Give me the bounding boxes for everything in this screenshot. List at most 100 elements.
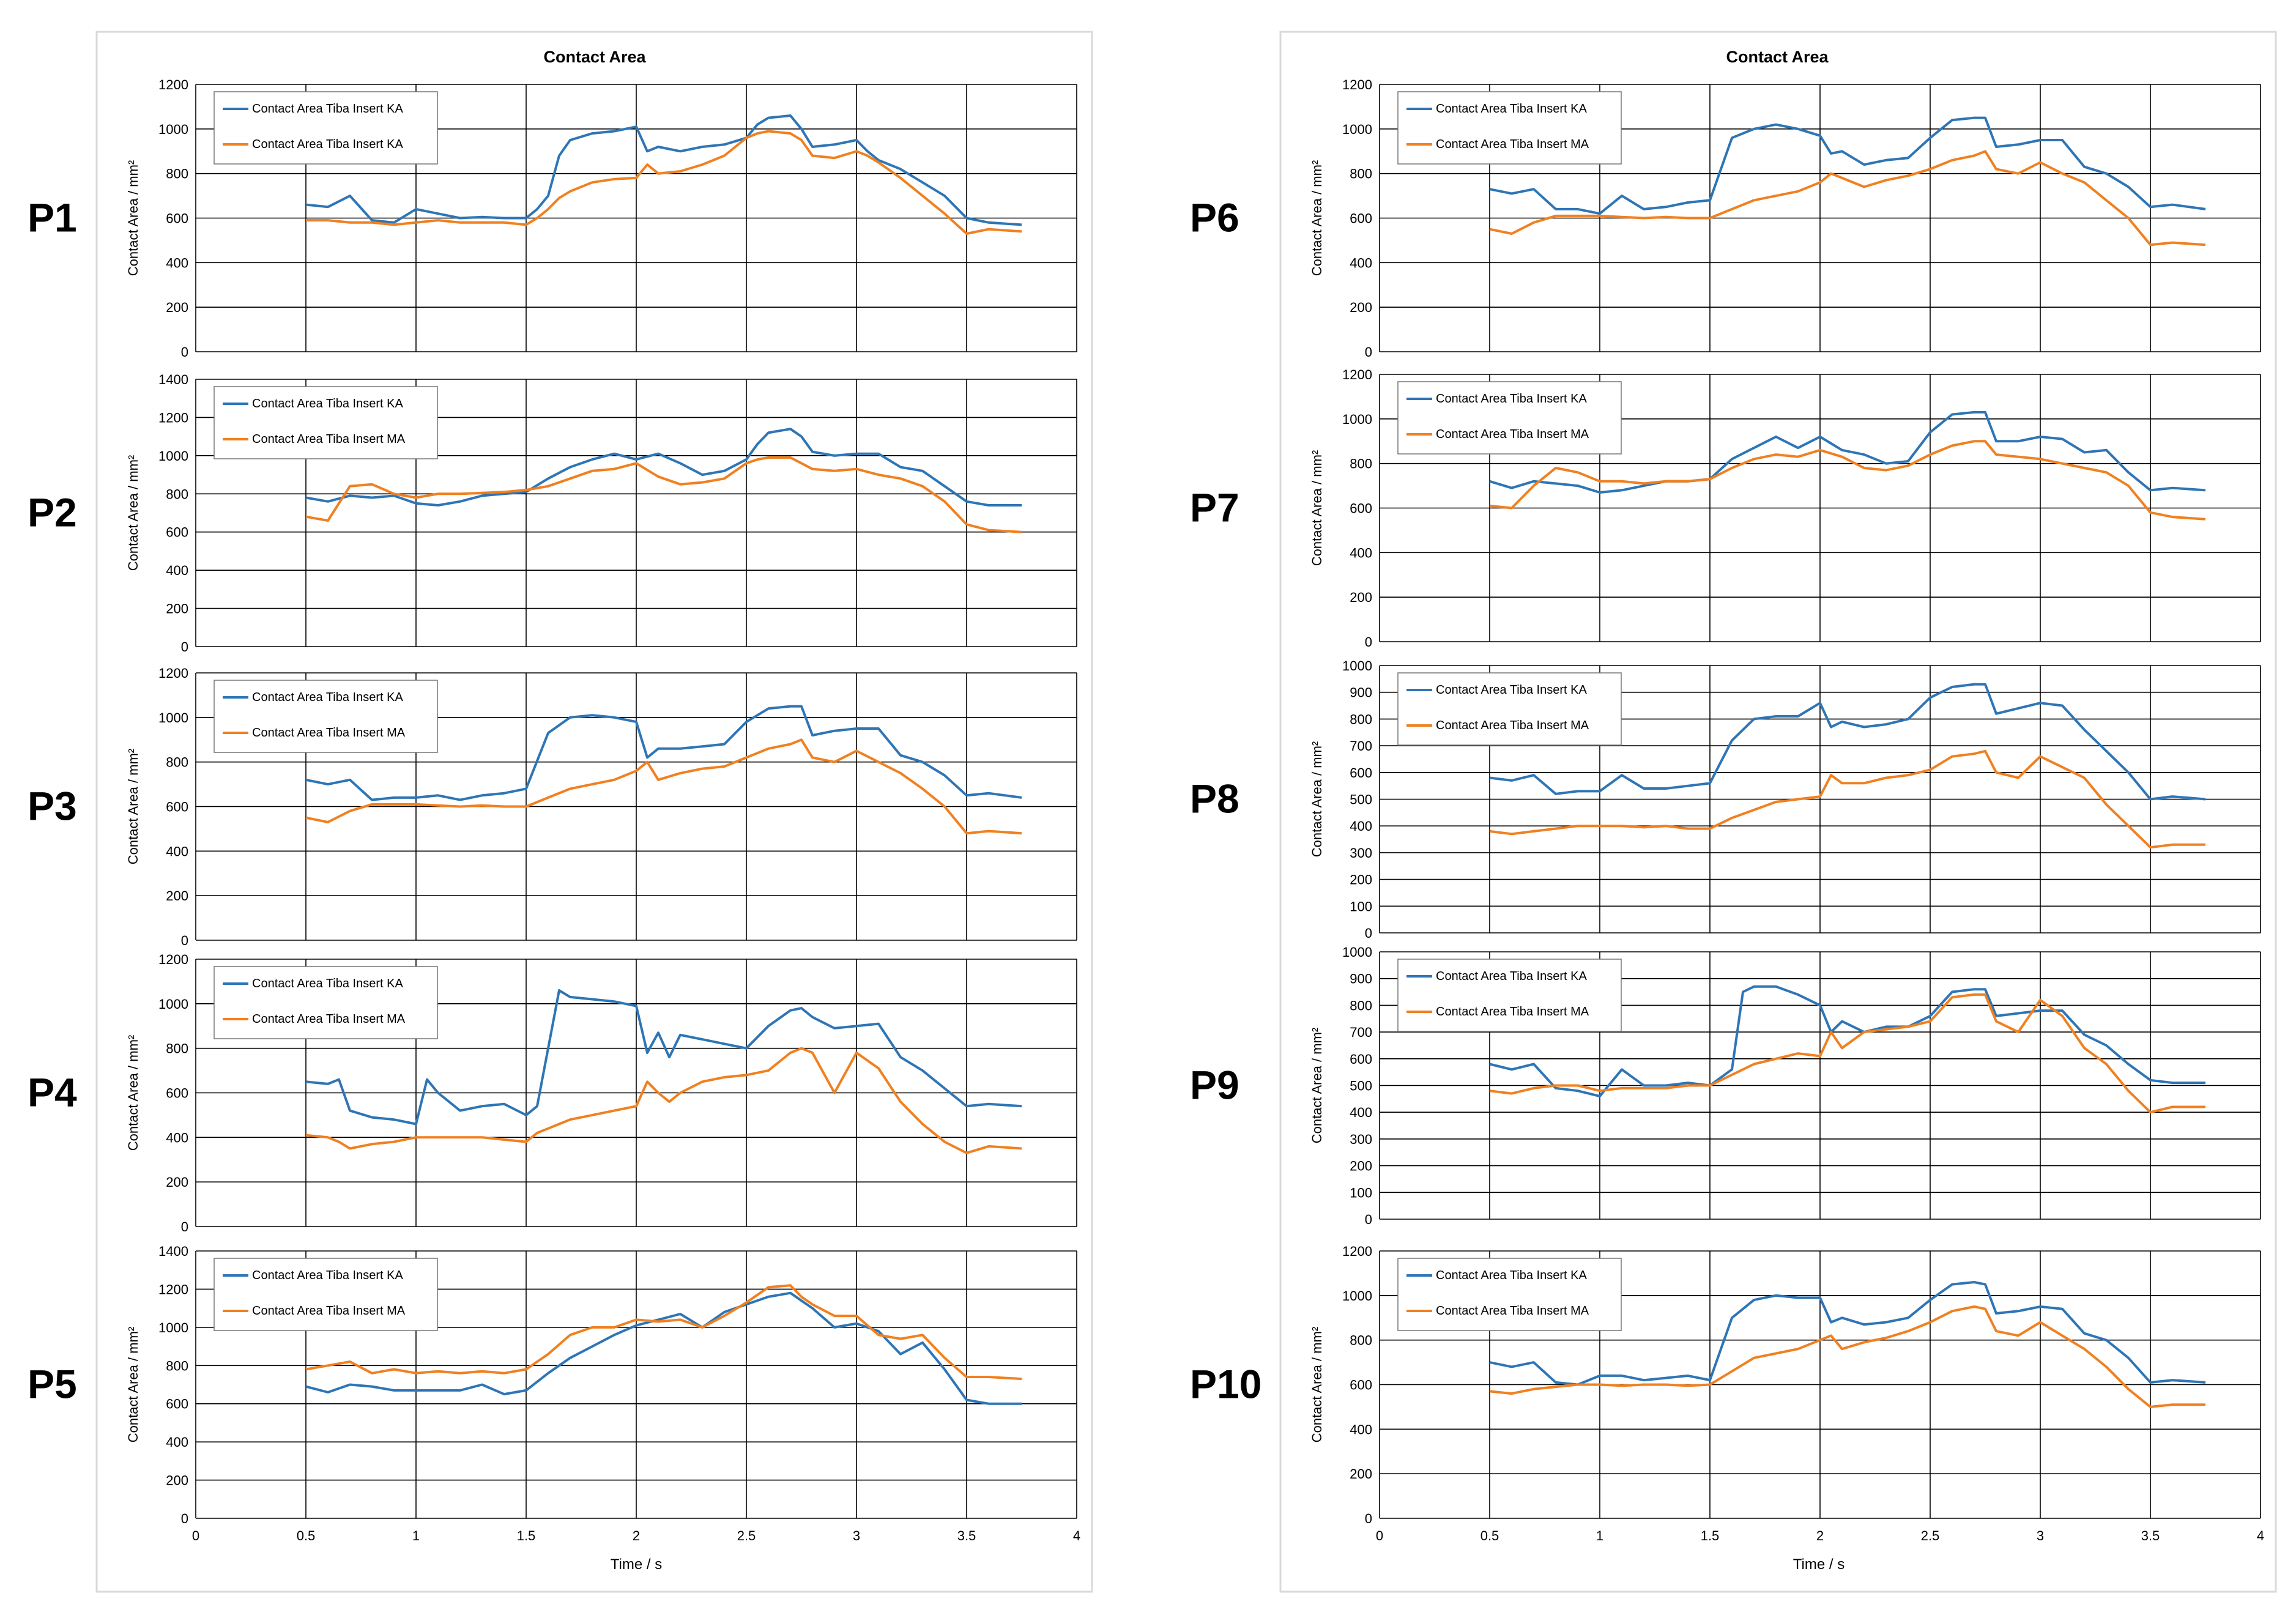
series-line-ma	[306, 130, 1022, 235]
series-line-ma	[1489, 993, 2205, 1114]
legend-label: Contact Area Tiba Insert KA	[252, 397, 403, 410]
y-tick-label: 0	[181, 933, 188, 948]
y-tick-label: 1200	[158, 410, 188, 425]
chart-P7: P7 0 200 400 600 800 1000 1200 Contact Area / mm…	[1190, 367, 2261, 650]
x-tick-label: 3	[853, 1528, 860, 1543]
y-tick-label: 1400	[158, 372, 188, 387]
x-tick-label: 0.5	[1481, 1528, 1499, 1543]
y-tick-label: 0	[181, 1219, 188, 1234]
legend-box	[214, 1258, 438, 1331]
y-axis-label: Contact Area / mm²	[1309, 741, 1324, 858]
x-tick-label: 0	[192, 1528, 199, 1543]
y-tick-label: 200	[166, 888, 188, 904]
y-tick-label: 500	[1350, 1078, 1372, 1094]
panel-label-P1: P1	[28, 195, 77, 240]
legend-label: Contact Area Tiba Insert KA	[252, 691, 403, 704]
y-tick-label: 1000	[158, 122, 188, 137]
y-tick-label: 800	[166, 1358, 188, 1373]
y-tick-label: 1000	[158, 1320, 188, 1335]
y-tick-label: 1400	[158, 1244, 188, 1259]
panel-label-P9: P9	[1190, 1063, 1239, 1108]
legend-box	[1397, 91, 1622, 165]
series-line-ma	[305, 738, 1022, 835]
legend-box	[1397, 1258, 1622, 1331]
legend-label: Contact Area Tiba Insert MA	[1436, 428, 1589, 441]
series-line-ka	[305, 114, 1022, 226]
y-tick-label: 1000	[1342, 122, 1372, 137]
y-tick-label: 0	[181, 1511, 188, 1526]
x-axis-label-right: Time / s	[1793, 1556, 1845, 1573]
y-tick-label: 300	[1350, 845, 1372, 861]
y-tick-label: 0	[181, 344, 188, 360]
y-tick-label: 800	[1350, 998, 1372, 1013]
y-tick-label: 600	[1350, 1378, 1372, 1393]
series-line-ka	[305, 705, 1022, 801]
y-tick-label: 100	[1350, 1185, 1372, 1200]
y-tick-label: 900	[1350, 685, 1372, 700]
panel-label-P7: P7	[1190, 485, 1239, 530]
chart-P2: P2 0 200 400 600 800 1000 1200 1400 Contact Area …	[28, 372, 1077, 655]
y-tick-label: 600	[166, 1086, 188, 1101]
y-axis-label: Contact Area / mm²	[125, 455, 141, 571]
x-axis-label-left: Time / s	[611, 1556, 662, 1573]
y-tick-label: 200	[166, 601, 188, 617]
y-tick-label: 1000	[158, 710, 188, 726]
legend-box	[214, 386, 438, 459]
chart-P5: P5 0 200 400 600 800 1000 1200 1400 0 0.5 1 1.5 2 2.5 3…	[28, 1244, 1080, 1543]
y-tick-label: 400	[166, 844, 188, 859]
y-axis-label: Contact Area / mm²	[125, 160, 141, 276]
legend-label: Contact Area Tiba Insert KA	[252, 977, 403, 990]
x-tick-label: 1	[1596, 1528, 1603, 1543]
figure-title-left: Contact Area	[543, 48, 646, 66]
series-line-ka	[1489, 1281, 2206, 1386]
y-tick-label: 400	[166, 563, 188, 578]
y-tick-label: 800	[166, 1041, 188, 1056]
y-tick-label: 200	[1350, 1159, 1372, 1174]
y-tick-label: 800	[166, 166, 188, 182]
legend-label: Contact Area Tiba Insert MA	[1436, 1005, 1589, 1019]
panel-label-P8: P8	[1190, 776, 1239, 822]
y-tick-label: 600	[166, 211, 188, 226]
legend-label: Contact Area Tiba Insert MA	[1436, 1304, 1589, 1318]
y-tick-label: 400	[166, 255, 188, 270]
chart-P3: P3 0 200 400 600 800 1000 1200 Contact Area / mm…	[28, 666, 1077, 948]
legend-box	[1397, 672, 1622, 746]
panel-label-P10: P10	[1190, 1362, 1261, 1407]
legend: Contact Area Tiba Insert KA Contact Area …	[1397, 381, 1622, 455]
x-tick-label: 2	[633, 1528, 640, 1543]
legend: Contact Area Tiba Insert KA Contact Area …	[1397, 91, 1622, 165]
y-tick-label: 1200	[158, 1282, 188, 1297]
y-tick-label: 400	[166, 1130, 188, 1145]
x-tick-label: 1.5	[517, 1528, 536, 1543]
legend-label: Contact Area Tiba Insert MA	[1436, 138, 1589, 151]
legend-label: Contact Area Tiba Insert MA	[252, 1304, 406, 1318]
series-line-ma	[1489, 440, 2206, 521]
y-axis-label: Contact Area / mm²	[1309, 1327, 1324, 1443]
y-tick-label: 1000	[1342, 944, 1372, 960]
series-line-ma	[305, 1047, 1022, 1154]
series-line-ma	[1489, 1305, 2205, 1408]
panel-label-P2: P2	[28, 490, 77, 535]
x-tick-label: 4	[1073, 1528, 1080, 1543]
y-tick-label: 1000	[1342, 658, 1372, 674]
legend: Contact Area Tiba Insert KA Contact Area …	[1397, 672, 1622, 746]
y-tick-label: 1000	[1342, 412, 1372, 427]
y-tick-label: 200	[166, 300, 188, 315]
y-tick-label: 1200	[1342, 1244, 1372, 1259]
panel-label-P5: P5	[28, 1362, 77, 1407]
y-tick-label: 900	[1350, 971, 1372, 987]
y-tick-label: 800	[166, 486, 188, 502]
y-axis-label: Contact Area / mm²	[1309, 1028, 1324, 1144]
series-line-ka	[305, 1291, 1022, 1405]
y-axis-label: Contact Area / mm²	[125, 1327, 141, 1443]
y-axis-label: Contact Area / mm²	[1309, 450, 1324, 566]
y-tick-label: 600	[1350, 211, 1372, 226]
legend: Contact Area Tiba Insert KA Contact Area …	[214, 680, 438, 753]
y-tick-label: 1000	[158, 448, 188, 464]
legend: Contact Area Tiba Insert KA Contact Area …	[214, 966, 438, 1039]
x-tick-label: 3	[2037, 1528, 2044, 1543]
y-tick-label: 300	[1350, 1132, 1372, 1147]
x-tick-label: 4	[2257, 1528, 2264, 1543]
legend-label: Contact Area Tiba Insert KA	[252, 1269, 403, 1282]
